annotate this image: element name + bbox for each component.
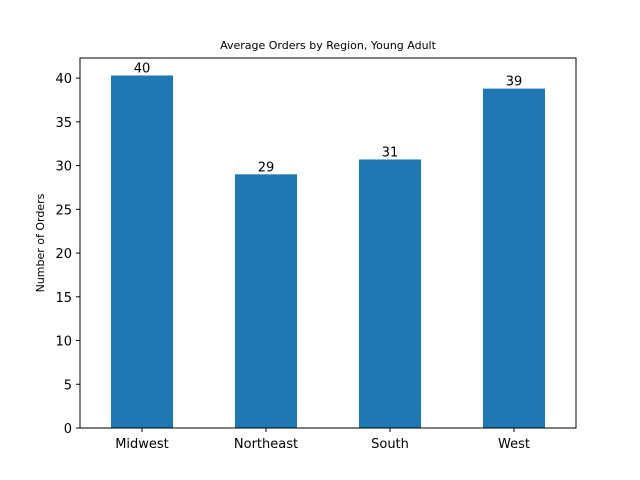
bar-northeast <box>235 174 297 428</box>
x-tick-label: Midwest <box>115 437 169 452</box>
y-tick-label: 15 <box>55 291 72 306</box>
y-tick-label: 35 <box>55 116 72 131</box>
chart-title: Average Orders by Region, Young Adult <box>220 39 437 52</box>
y-tick-label: 20 <box>55 247 72 262</box>
y-tick-label: 25 <box>55 203 72 218</box>
bars-layer <box>111 75 545 429</box>
bar-value-label: 29 <box>258 160 275 175</box>
bar-west <box>483 88 545 428</box>
bar-south <box>359 159 421 429</box>
bar-value-label: 39 <box>506 75 523 90</box>
y-tick-label: 10 <box>55 335 72 350</box>
bar-midwest <box>111 75 173 429</box>
x-tick-label: Northeast <box>234 437 298 452</box>
x-ticks-layer: Midwest Northeast South West <box>115 428 530 452</box>
plot-frame <box>79 57 577 429</box>
y-tick-label: 30 <box>55 160 72 175</box>
bar-value-label: 31 <box>382 145 399 160</box>
y-ticks-layer: 0 5 10 15 20 25 30 35 40 <box>55 72 80 437</box>
x-tick-label: South <box>371 437 409 452</box>
y-tick-label: 5 <box>64 378 72 393</box>
bar-value-label: 40 <box>134 61 151 76</box>
y-axis-label: Number of Orders <box>34 193 47 292</box>
x-tick-label: West <box>498 437 530 452</box>
y-tick-label: 40 <box>55 72 72 87</box>
y-tick-label: 0 <box>64 422 72 437</box>
data-labels-layer: 40 29 31 39 <box>134 61 523 175</box>
